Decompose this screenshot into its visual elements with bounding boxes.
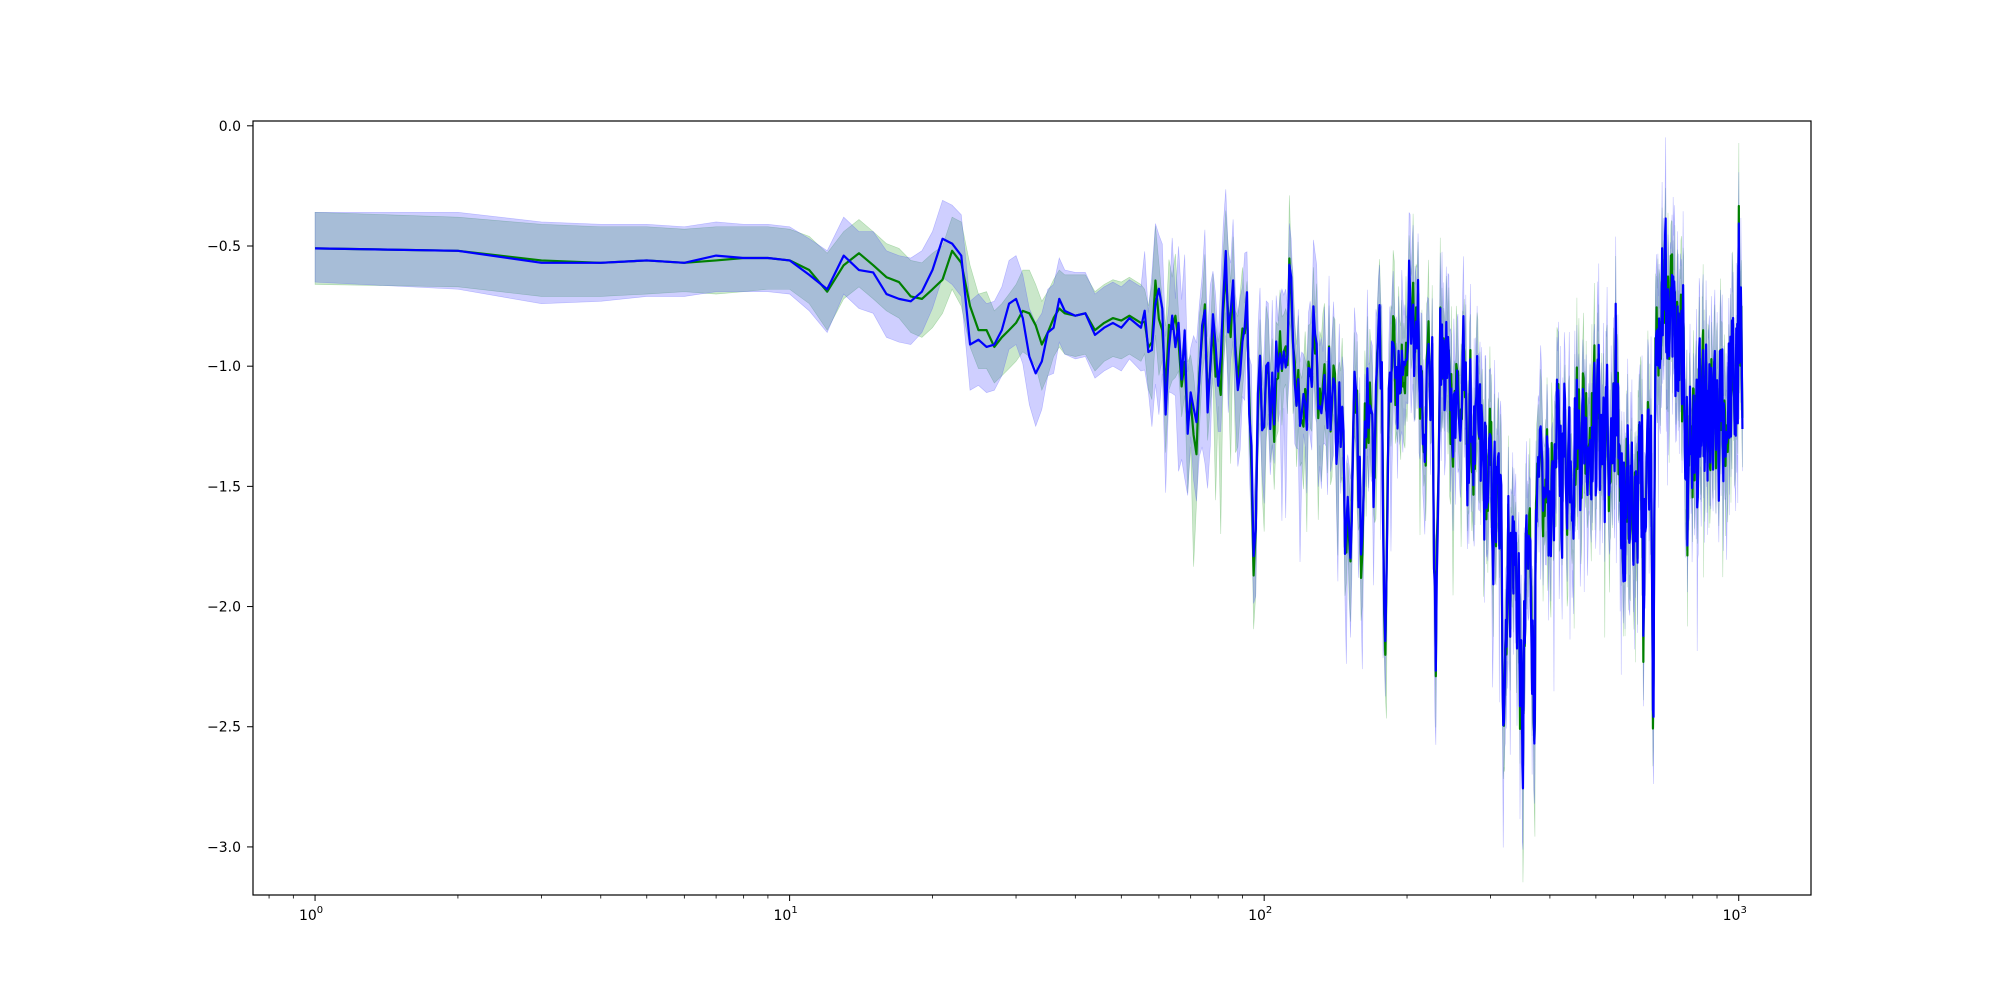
axes-frame bbox=[252, 120, 1812, 896]
y-tick-label: −2.0 bbox=[207, 600, 241, 616]
x-tick-label: 102 bbox=[1248, 905, 1272, 924]
series-1-confidence-band bbox=[314, 142, 1743, 883]
series-2-line bbox=[315, 217, 1744, 790]
x-tick-label-base: 10 bbox=[774, 908, 792, 924]
series-2-confidence-band bbox=[314, 137, 1743, 850]
x-tick-label: 101 bbox=[774, 905, 798, 924]
x-tick-label-base: 10 bbox=[1248, 908, 1266, 924]
y-tick-label: −2.5 bbox=[207, 720, 241, 736]
x-tick-label-exponent: 3 bbox=[1740, 905, 1746, 916]
y-tick-label: −0.5 bbox=[207, 239, 241, 255]
x-tick-label-exponent: 0 bbox=[317, 905, 323, 916]
x-tick-label-base: 10 bbox=[299, 908, 317, 924]
x-tick-label: 100 bbox=[299, 905, 323, 924]
x-tick-label-base: 10 bbox=[1723, 908, 1741, 924]
y-tick-label: −1.5 bbox=[207, 479, 241, 495]
x-tick-label-exponent: 2 bbox=[1266, 905, 1272, 916]
y-tick-label: −3.0 bbox=[207, 840, 241, 856]
x-tick-label: 103 bbox=[1723, 905, 1747, 924]
y-tick-label: −1.0 bbox=[207, 359, 241, 375]
series-layer bbox=[314, 137, 1744, 883]
y-tick-label: 0.0 bbox=[219, 119, 241, 135]
plot-area bbox=[314, 137, 1744, 883]
x-tick-label-exponent: 1 bbox=[791, 905, 797, 916]
